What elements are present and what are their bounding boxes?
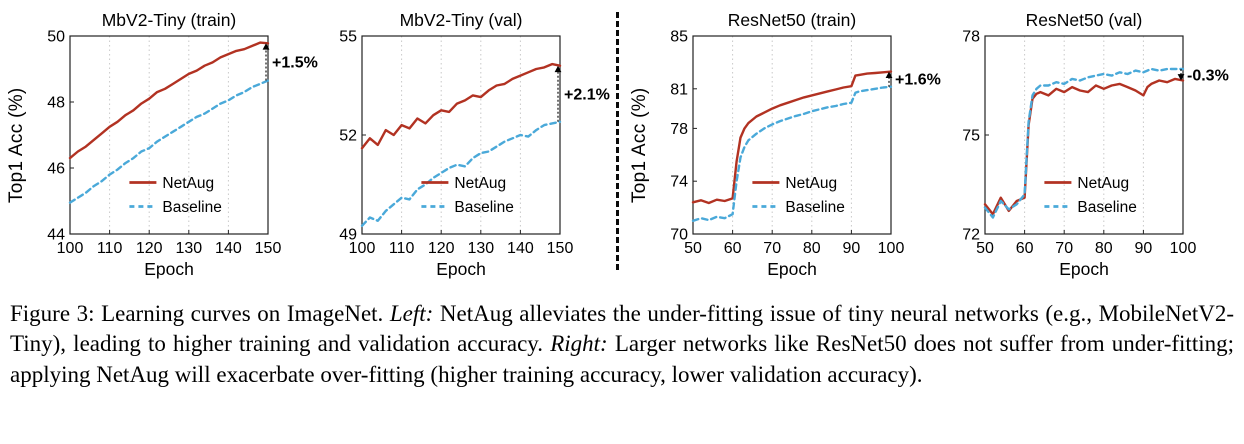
series-baseline bbox=[983, 67, 1185, 219]
x-tick-label: 100 bbox=[349, 240, 376, 257]
y-tick-label: 49 bbox=[339, 227, 357, 244]
y-tick-label: 50 bbox=[47, 29, 65, 46]
chart-svg-mbv2-tiny-val: MbV2-Tiny (val) 49 52 55 100 110 120 130 140 150 E… bbox=[339, 10, 610, 279]
annotation-label: +1.5% bbox=[272, 54, 318, 71]
annotation-arrow bbox=[554, 65, 562, 73]
x-tick-label: 60 bbox=[1016, 240, 1034, 257]
plot-frame bbox=[69, 35, 269, 235]
x-tick-label: 100 bbox=[57, 240, 84, 257]
x-tick-label: 80 bbox=[1095, 240, 1113, 257]
x-tick-label: 100 bbox=[878, 240, 905, 257]
caption-prefix: Figure 3: Learning curves on ImageNet. bbox=[10, 301, 384, 326]
caption-right-text: Larger networks like ResNet50 does not s… bbox=[10, 331, 1234, 387]
figure-caption: Figure 3: Learning curves on ImageNet. L… bbox=[10, 299, 1234, 390]
x-axis-title: Epoch bbox=[436, 259, 486, 279]
chart-svg-mbv2-tiny-train: MbV2-Tiny (train) 44 46 48 50 100 110 120 130 140… bbox=[47, 10, 318, 279]
annotation-arrow bbox=[1177, 74, 1185, 81]
annotation-label: +2.1% bbox=[564, 86, 610, 103]
x-axis-title: Epoch bbox=[767, 259, 817, 279]
y-tick-label: 85 bbox=[670, 29, 688, 46]
caption-left-label: Left: bbox=[389, 301, 434, 326]
series-netaug bbox=[691, 70, 893, 205]
legend-label-baseline: Baseline bbox=[162, 199, 221, 216]
x-tick-label: 140 bbox=[507, 240, 534, 257]
x-tick-label: 120 bbox=[136, 240, 163, 257]
caption-right-label: Right: bbox=[550, 331, 608, 357]
chart-title: ResNet50 (val) bbox=[1026, 10, 1143, 30]
legend-label-netaug: NetAug bbox=[454, 175, 506, 192]
y-tick-label: 78 bbox=[670, 121, 688, 138]
x-tick-label: 130 bbox=[467, 240, 494, 257]
x-tick-label: 110 bbox=[97, 240, 123, 257]
x-tick-label: 70 bbox=[763, 240, 781, 257]
chart-title: ResNet50 (train) bbox=[728, 10, 856, 30]
y-tick-label: 81 bbox=[670, 81, 688, 98]
x-tick-label: 60 bbox=[724, 240, 742, 257]
x-tick-label: 150 bbox=[255, 240, 282, 257]
x-tick-label: 70 bbox=[1055, 240, 1073, 257]
legend-label-netaug: NetAug bbox=[785, 175, 837, 192]
x-tick-label: 50 bbox=[976, 240, 994, 257]
chart-resnet50-val: ResNet50 (val) 72 75 78 50 60 70 80 90 100 Epoch Ne… bbox=[945, 6, 1237, 285]
chart-svg-resnet50-val: ResNet50 (val) 72 75 78 50 60 70 80 90 100 Epoch Ne… bbox=[962, 10, 1229, 279]
chart-mbv2-tiny-val: MbV2-Tiny (val) 49 52 55 100 110 120 130 140 150 E… bbox=[322, 6, 614, 285]
annotation-arrow bbox=[885, 71, 893, 79]
y-tick-label: 74 bbox=[670, 174, 688, 191]
x-axis-title: Epoch bbox=[144, 259, 194, 279]
y-tick-label: 55 bbox=[339, 29, 357, 46]
annotation-arrow bbox=[262, 43, 270, 50]
y-tick-label: 72 bbox=[962, 227, 980, 244]
chart-mbv2-tiny-train: MbV2-Tiny (train) 44 46 48 50 100 110 120 130 140… bbox=[30, 6, 322, 285]
series-baseline bbox=[68, 79, 270, 204]
series-baseline bbox=[360, 120, 562, 228]
y-axis-label-left: Top1 Acc (%) bbox=[6, 87, 27, 203]
plot-frame bbox=[692, 35, 892, 235]
chart-svg-resnet50-train: ResNet50 (train) 70 74 78 81 85 50 60 70 80 90 100 E… bbox=[670, 10, 941, 279]
x-tick-label: 90 bbox=[843, 240, 861, 257]
y-tick-label: 48 bbox=[47, 95, 65, 112]
x-tick-label: 50 bbox=[684, 240, 702, 257]
x-tick-label: 110 bbox=[389, 240, 415, 257]
caption-left-text: NetAug alleviates the under-fitting issu… bbox=[10, 301, 1234, 357]
series-netaug bbox=[360, 62, 562, 150]
x-tick-label: 150 bbox=[547, 240, 574, 257]
annotation-label: +1.6% bbox=[895, 72, 941, 89]
left-right-separator bbox=[616, 12, 619, 270]
y-tick-label: 44 bbox=[47, 227, 65, 244]
x-tick-label: 90 bbox=[1135, 240, 1153, 257]
legend-label-netaug: NetAug bbox=[162, 175, 214, 192]
y-tick-label: 46 bbox=[47, 161, 65, 178]
chart-resnet50-train: ResNet50 (train) 70 74 78 81 85 50 60 70 80 90 100 E… bbox=[653, 6, 945, 285]
x-tick-label: 120 bbox=[428, 240, 455, 257]
annotation-label: -0.3% bbox=[1187, 67, 1229, 84]
series-baseline bbox=[691, 85, 893, 223]
x-tick-label: 100 bbox=[1170, 240, 1197, 257]
y-tick-label: 52 bbox=[339, 128, 357, 145]
x-axis-title: Epoch bbox=[1059, 259, 1109, 279]
legend-label-netaug: NetAug bbox=[1077, 175, 1129, 192]
y-tick-label: 70 bbox=[670, 227, 688, 244]
x-tick-label: 130 bbox=[175, 240, 202, 257]
x-tick-label: 140 bbox=[215, 240, 242, 257]
y-axis-label-right: Top1 Acc (%) bbox=[629, 87, 650, 203]
series-netaug bbox=[983, 77, 1185, 216]
x-tick-label: 80 bbox=[803, 240, 821, 257]
chart-title: MbV2-Tiny (train) bbox=[102, 10, 237, 30]
y-tick-label: 78 bbox=[962, 29, 980, 46]
legend-label-baseline: Baseline bbox=[1077, 199, 1136, 216]
legend-label-baseline: Baseline bbox=[454, 199, 513, 216]
chart-title: MbV2-Tiny (val) bbox=[400, 10, 523, 30]
legend-label-baseline: Baseline bbox=[785, 199, 844, 216]
series-netaug bbox=[68, 41, 270, 160]
figure-charts: Top1 Acc (%) MbV2-Tiny (train) 44 46 48 50 10… bbox=[6, 6, 1237, 285]
y-tick-label: 75 bbox=[962, 128, 980, 145]
